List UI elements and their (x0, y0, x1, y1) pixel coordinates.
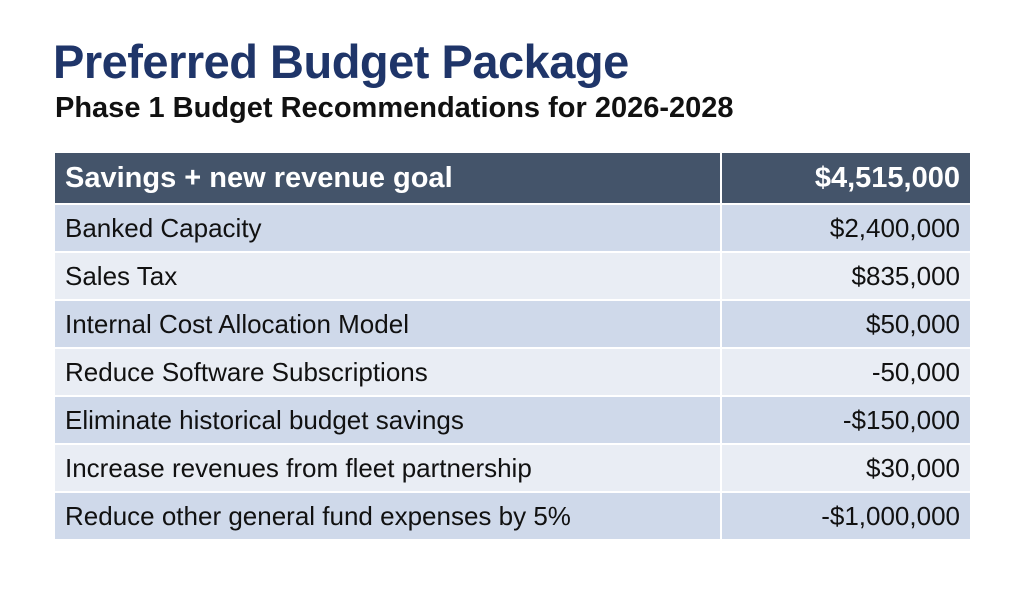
row-label: Reduce Software Subscriptions (55, 347, 721, 397)
row-label: Internal Cost Allocation Model (55, 299, 721, 349)
table-row: Sales Tax $835,000 (55, 251, 970, 301)
row-label: Banked Capacity (55, 203, 721, 253)
header-label: Savings + new revenue goal (55, 151, 721, 205)
row-label: Eliminate historical budget savings (55, 395, 721, 445)
budget-table: Savings + new revenue goal $4,515,000 Ba… (55, 151, 970, 541)
table-row: Eliminate historical budget savings -$15… (55, 395, 970, 445)
page-subtitle: Phase 1 Budget Recommendations for 2026-… (55, 92, 734, 124)
table-row: Reduce other general fund expenses by 5%… (55, 491, 970, 541)
row-amount: $2,400,000 (720, 203, 970, 253)
row-label: Sales Tax (55, 251, 721, 301)
page-title: Preferred Budget Package (53, 35, 629, 88)
row-amount: $30,000 (720, 443, 970, 493)
row-amount: $50,000 (720, 299, 970, 349)
row-amount: $835,000 (720, 251, 970, 301)
row-label: Reduce other general fund expenses by 5% (55, 491, 721, 541)
header-amount: $4,515,000 (720, 151, 970, 205)
table-row: Reduce Software Subscriptions -50,000 (55, 347, 970, 397)
table-row: Banked Capacity $2,400,000 (55, 203, 970, 253)
row-amount: -50,000 (720, 347, 970, 397)
table-row: Internal Cost Allocation Model $50,000 (55, 299, 970, 349)
table-header-row: Savings + new revenue goal $4,515,000 (55, 151, 970, 205)
row-amount: -$150,000 (720, 395, 970, 445)
row-label: Increase revenues from fleet partnership (55, 443, 721, 493)
row-amount: -$1,000,000 (720, 491, 970, 541)
table-row: Increase revenues from fleet partnership… (55, 443, 970, 493)
